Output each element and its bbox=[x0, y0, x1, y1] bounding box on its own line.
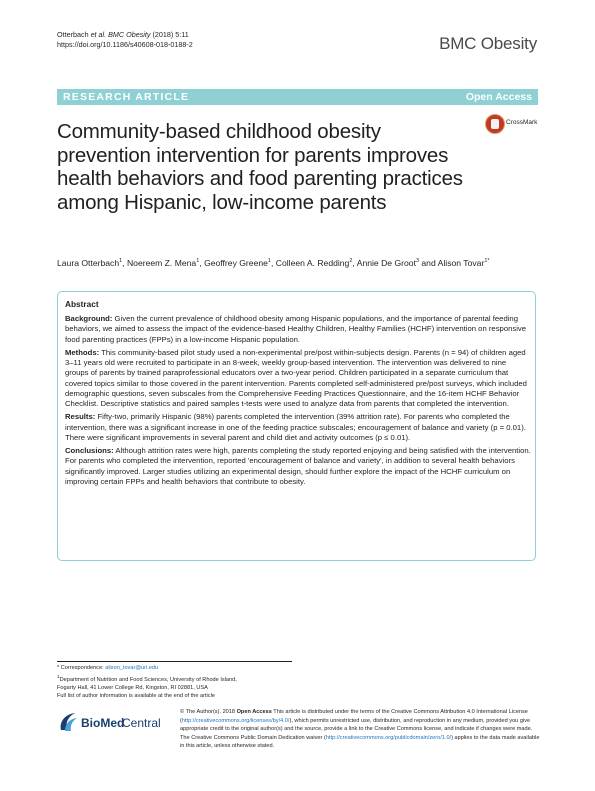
doi-link[interactable]: https://doi.org/10.1186/s40608-018-0188-… bbox=[57, 40, 193, 49]
author-name: Alison Tovar bbox=[437, 258, 485, 268]
author-name: Colleen A. Redding bbox=[275, 258, 350, 268]
author-name: Geoffrey Greene bbox=[204, 258, 268, 268]
abstract-results: Results: Fifty-two, primarily Hispanic (… bbox=[65, 412, 531, 443]
license-part-2: This article is distributed under the te… bbox=[180, 709, 528, 724]
license-part-4: ) applies to the data made available in … bbox=[180, 734, 540, 750]
footnote-divider bbox=[57, 661, 292, 662]
author-affiliation-mark: 1 bbox=[196, 258, 200, 265]
license-part-3: ), which permits unrestricted use, distr… bbox=[180, 717, 533, 741]
abstract-box: Abstract Background: Given the current p… bbox=[57, 291, 536, 561]
footnotes: * Correspondence: alison_tovar@uri.edu 1… bbox=[57, 664, 297, 701]
article-type-banner: RESEARCH ARTICLE Open Access bbox=[57, 89, 538, 105]
author-affiliation-mark: 1* bbox=[484, 258, 490, 265]
license-open-access: Open Access bbox=[236, 709, 272, 715]
abstract-heading: Abstract bbox=[65, 299, 99, 309]
license-link-cc0[interactable]: http://creativecommons.org/publicdomain/… bbox=[325, 734, 452, 741]
background-label: Background: bbox=[65, 314, 113, 324]
methods-text: This community-based pilot study used a … bbox=[65, 348, 527, 409]
journal-name: BMC Obesity bbox=[439, 34, 537, 53]
license-copyright: © The Author(s). 2018 bbox=[180, 709, 237, 715]
citation-line: Otterbach et al. BMC Obesity (2018) 5:11 bbox=[57, 30, 193, 40]
biomed-central-logo: BioMed Central bbox=[57, 710, 177, 736]
crossmark-label: CrossMark bbox=[506, 119, 538, 126]
citation-block: Otterbach et al. BMC Obesity (2018) 5:11… bbox=[57, 30, 193, 50]
crossmark-icon bbox=[485, 114, 505, 134]
author-affiliation-mark: 1 bbox=[267, 258, 271, 265]
license-link-cc-by[interactable]: http://creativecommons.org/licenses/by/4… bbox=[181, 717, 290, 724]
methods-label: Methods: bbox=[65, 348, 100, 357]
abstract-methods: Methods: This community-based pilot stud… bbox=[65, 348, 531, 409]
author-affiliation-mark: 2 bbox=[349, 258, 353, 265]
correspondence-label: * Correspondence: bbox=[57, 665, 106, 671]
conclusions-text: Although attrition rates were high, pare… bbox=[65, 446, 531, 486]
logo-text-regular: Central bbox=[122, 716, 161, 730]
abstract-conclusions: Conclusions: Although attrition rates we… bbox=[65, 446, 531, 487]
citation-authors: Otterbach bbox=[57, 30, 91, 39]
open-access-label: Open Access bbox=[465, 91, 532, 103]
results-text: Fifty-two, primarily Hispanic (98%) pare… bbox=[65, 412, 526, 442]
affiliation-text: Department of Nutrition and Food Science… bbox=[59, 676, 237, 683]
citation-volume: (2018) 5:11 bbox=[150, 30, 189, 39]
background-text: Given the current prevalence of childhoo… bbox=[65, 314, 527, 344]
affiliation-mark: 1 bbox=[57, 673, 60, 679]
author-name: Noereem Z. Mena bbox=[126, 258, 197, 268]
correspondence-line: * Correspondence: alison_tovar@uri.edu bbox=[57, 664, 297, 673]
crossmark-badge[interactable]: CrossMark bbox=[485, 112, 545, 136]
citation-journal: et al. BMC Obesity bbox=[90, 30, 151, 39]
author-list: Laura Otterbach1, Noereem Z. Mena1, Geof… bbox=[57, 258, 490, 268]
article-title: Community-based childhood obesity preven… bbox=[57, 120, 463, 214]
logo-text-bold: BioMed bbox=[81, 716, 125, 730]
abstract-background: Background: Given the current prevalence… bbox=[65, 314, 531, 345]
biomed-central-swoosh-icon bbox=[60, 713, 77, 731]
author-name: Laura Otterbach bbox=[57, 258, 120, 268]
abstract-content: Abstract Background: Given the current p… bbox=[65, 299, 531, 490]
affiliation-address: Fogarty Hall, 41 Lower College Rd, Kings… bbox=[57, 684, 208, 691]
correspondence-email[interactable]: alison_tovar@uri.edu bbox=[105, 665, 159, 671]
license-text: © The Author(s). 2018 Open Access This a… bbox=[180, 708, 540, 751]
affiliation-line: 1Department of Nutrition and Food Scienc… bbox=[57, 673, 297, 684]
author-name: Annie De Groot bbox=[356, 258, 416, 268]
results-label: Results: bbox=[65, 412, 96, 422]
author-info-note: Full list of author information is avail… bbox=[57, 693, 215, 700]
author-affiliation-mark: 3 bbox=[415, 258, 420, 265]
conclusions-label: Conclusions: bbox=[65, 446, 114, 456]
article-type-label: RESEARCH ARTICLE bbox=[63, 91, 190, 103]
author-affiliation-mark: 1 bbox=[119, 258, 123, 265]
